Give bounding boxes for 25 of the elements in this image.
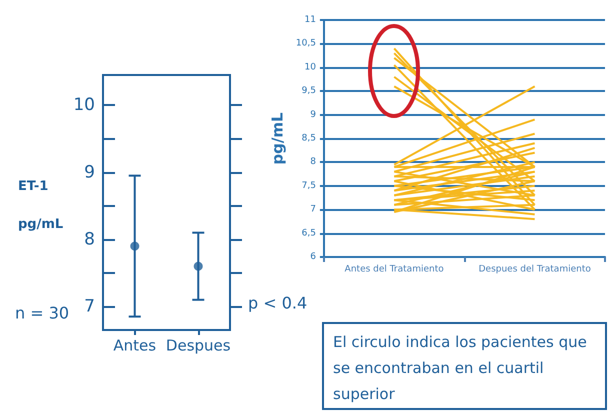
y-axis-title: pg/mL	[268, 112, 286, 165]
text: n = 30	[15, 304, 70, 322]
y-tick-label: 10,5	[296, 38, 316, 49]
text: ET-1	[18, 179, 48, 194]
y-tick-label: 10	[304, 62, 316, 72]
text: pg/mL	[18, 217, 64, 232]
y-tick-label: 6,5	[302, 228, 316, 238]
y-tick-label: 8	[84, 229, 95, 250]
y-tick-label: 9	[310, 110, 316, 120]
text: El circulo indica los pacientes que se encontraban en el cuartil superior	[333, 333, 592, 403]
y-tick-label: 9,5	[302, 86, 316, 96]
text: p < 0.4	[248, 294, 308, 312]
y-tick-label: 10	[73, 95, 95, 116]
y-tick-label: 7	[310, 204, 316, 215]
y-tick-label: 7,5	[302, 180, 316, 191]
y-tick-label: 8	[310, 157, 316, 168]
y-tick-label: 9	[84, 162, 95, 182]
x-tick-label: Antes	[113, 336, 156, 354]
y-tick-label: 6	[310, 252, 316, 262]
y-tick-label: 11	[304, 15, 316, 25]
y-tick-label: 7	[84, 296, 95, 317]
x-tick-label: Antes del Tratamiento	[344, 264, 444, 274]
x-tick-label: Despues	[166, 336, 231, 354]
x-tick-label: Despues del Tratamiento	[478, 264, 592, 274]
y-tick-label: 8,5	[302, 134, 316, 144]
